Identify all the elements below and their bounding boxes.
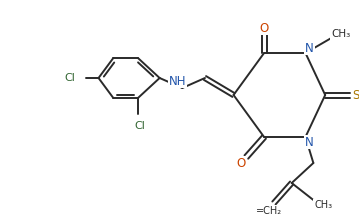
- Text: O: O: [237, 156, 246, 169]
- Text: O: O: [260, 22, 269, 35]
- Text: Cl: Cl: [65, 73, 75, 83]
- Text: =CH₂: =CH₂: [256, 206, 282, 216]
- Text: S: S: [352, 88, 359, 101]
- Text: NH: NH: [169, 75, 186, 88]
- Text: N: N: [305, 42, 314, 55]
- Text: CH₃: CH₃: [331, 29, 351, 39]
- Text: Cl: Cl: [135, 121, 145, 131]
- Text: N: N: [305, 136, 314, 149]
- Text: CH₃: CH₃: [314, 200, 332, 210]
